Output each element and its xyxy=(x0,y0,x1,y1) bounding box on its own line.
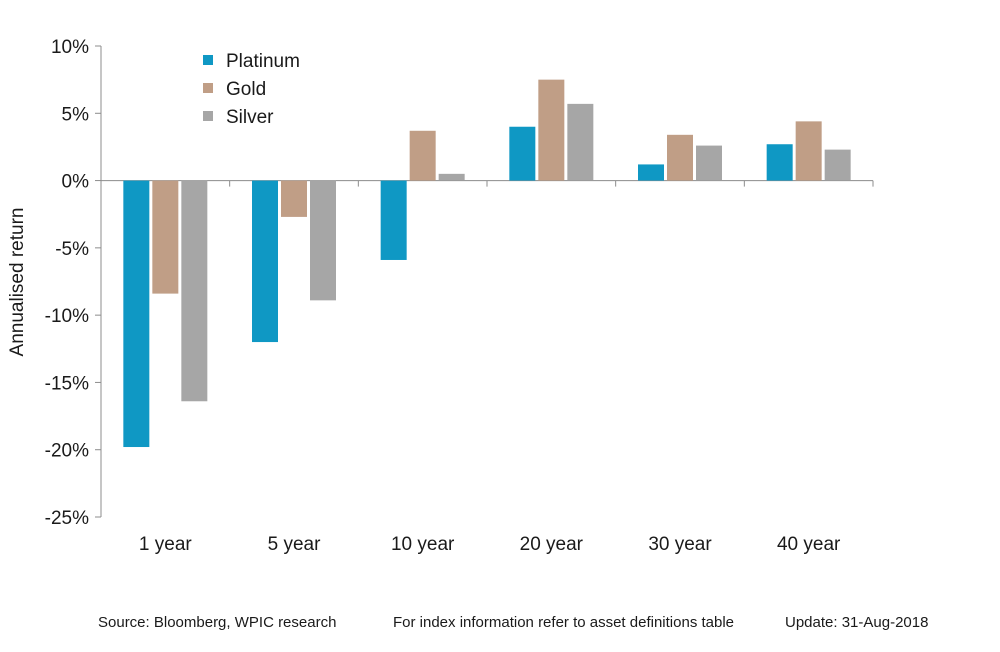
bar-gold xyxy=(281,180,307,217)
legend-swatch-platinum xyxy=(203,55,213,65)
bar-silver xyxy=(310,180,336,301)
bar-platinum xyxy=(509,126,536,181)
x-tick-label: 1 year xyxy=(139,534,192,555)
x-tick-label: 10 year xyxy=(391,534,455,555)
bar-gold xyxy=(795,121,822,181)
axes: 10% 5% 0% -5% -10% -15% -20% -25% 1 year 5 year 10… xyxy=(45,37,874,555)
bar-platinum xyxy=(123,180,150,448)
y-tick-label: -10% xyxy=(45,306,89,327)
x-tick-label: 30 year xyxy=(648,534,712,555)
y-tick-label: 5% xyxy=(62,104,90,125)
y-tick-label: -5% xyxy=(55,239,89,260)
bar-silver xyxy=(438,173,465,181)
bars xyxy=(123,79,851,448)
bar-gold xyxy=(409,130,436,181)
legend-label-silver: Silver xyxy=(226,107,274,128)
y-tick-label: 0% xyxy=(62,172,90,193)
legend-swatch-silver xyxy=(203,111,213,121)
y-tick-label: -15% xyxy=(45,373,89,394)
bar-silver xyxy=(696,145,722,181)
footer-update: Update: 31-Aug-2018 xyxy=(785,614,929,631)
y-tick-label: 10% xyxy=(51,37,89,58)
bar-platinum xyxy=(252,180,278,343)
y-tick-label: -25% xyxy=(45,508,89,529)
y-tick-label: -20% xyxy=(45,441,89,462)
bar-platinum xyxy=(766,144,793,181)
bar-gold xyxy=(667,134,693,181)
bar-platinum xyxy=(638,164,664,181)
bar-platinum xyxy=(380,180,407,260)
bar-silver xyxy=(181,180,208,402)
legend-swatch-gold xyxy=(203,83,213,93)
footer-note: For index information refer to asset def… xyxy=(393,614,735,631)
bar-gold xyxy=(538,79,565,181)
footer-source: Source: Bloomberg, WPIC research xyxy=(98,614,337,631)
legend: Platinum Gold Silver xyxy=(203,51,300,128)
legend-label-platinum: Platinum xyxy=(226,51,300,72)
y-axis-title: Annualised return xyxy=(7,208,28,357)
x-tick-label: 5 year xyxy=(268,534,321,555)
x-tick-label: 40 year xyxy=(777,534,841,555)
legend-label-gold: Gold xyxy=(226,79,266,100)
bar-silver xyxy=(824,149,851,181)
bar-gold xyxy=(152,180,179,294)
bar-silver xyxy=(567,103,594,181)
x-tick-label: 20 year xyxy=(520,534,584,555)
